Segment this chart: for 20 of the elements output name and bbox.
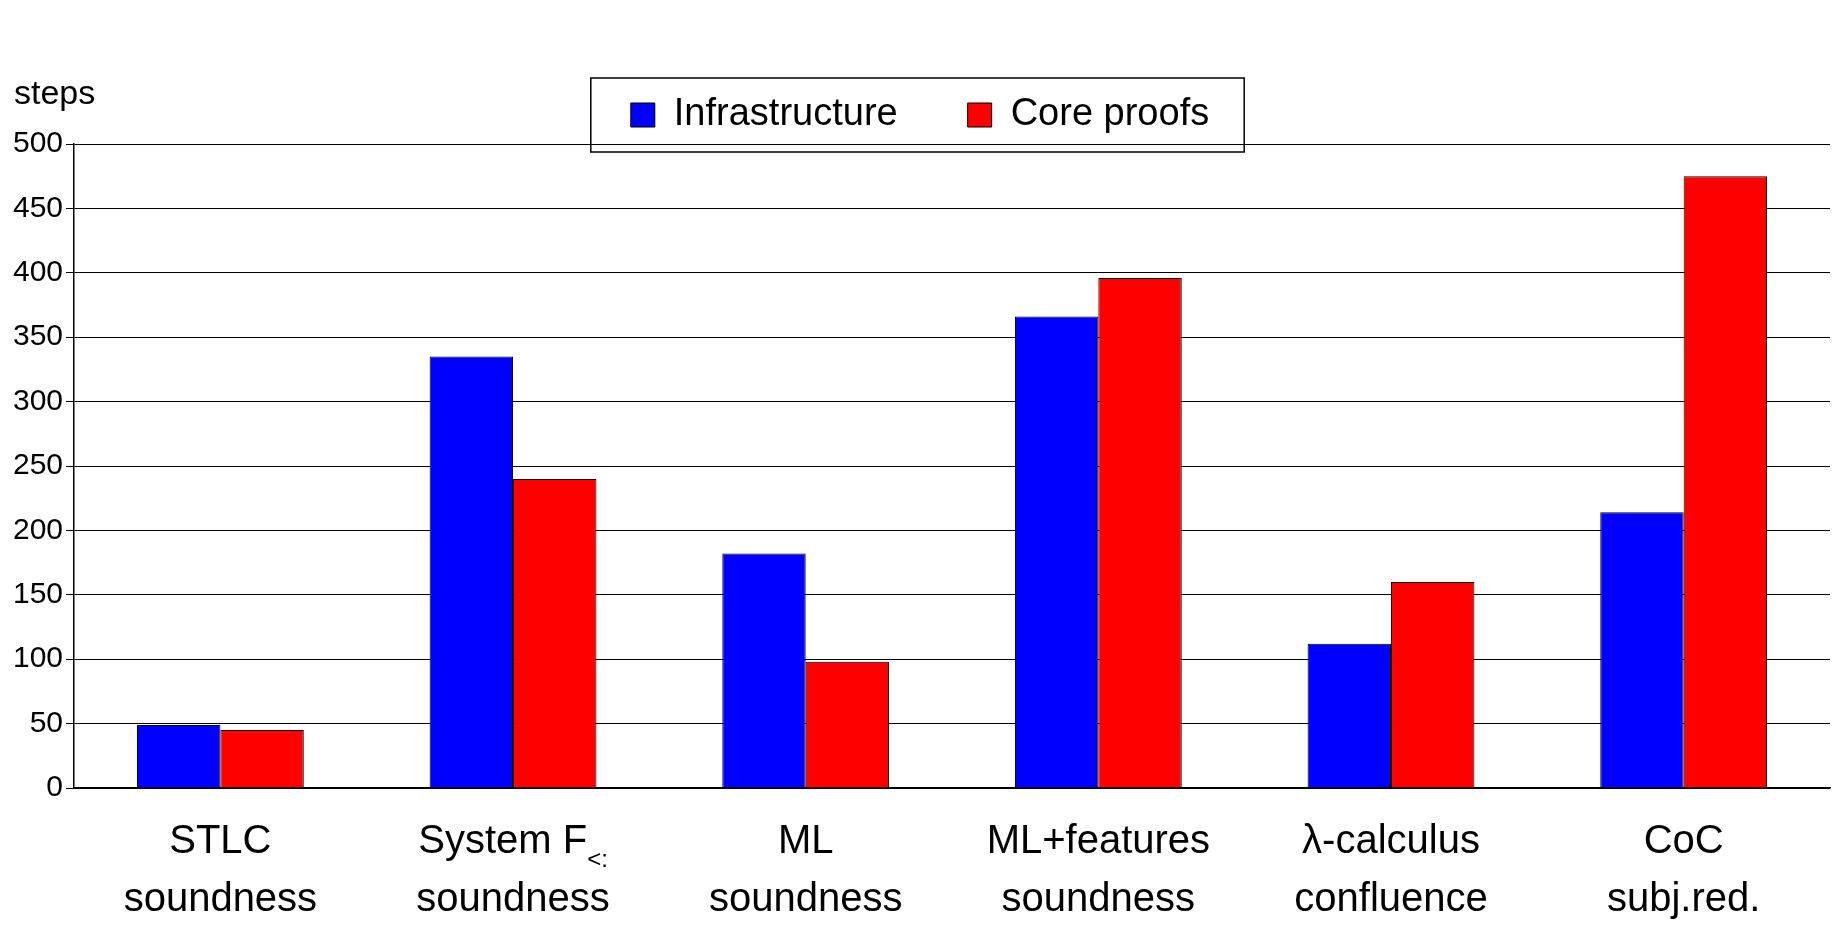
- y-tick-label: 300: [12, 382, 64, 416]
- y-tick-label: 450: [12, 189, 64, 223]
- y-tick-label: 50: [29, 704, 64, 738]
- x-tick-label: STLC soundness: [123, 817, 318, 919]
- y-tick-label: 400: [12, 254, 64, 288]
- x-tick-label: System F<: soundness: [416, 817, 610, 919]
- y-axis-title: steps: [14, 73, 96, 111]
- x-tick-label: ML+features soundness: [986, 817, 1211, 919]
- x-tick-label: λ-calculus confluence: [1294, 817, 1488, 919]
- x-tick-label: CoC subj.red.: [1606, 817, 1761, 919]
- y-tick-label: 0: [46, 769, 64, 803]
- y-tick-label: 150: [12, 576, 64, 610]
- y-tick-label: 250: [12, 447, 64, 481]
- y-tick-label: 350: [12, 318, 64, 352]
- legend-label: Infrastructure: [673, 91, 898, 134]
- y-tick-label: 500: [12, 125, 64, 159]
- legend-label: Core proofs: [1010, 91, 1210, 134]
- x-tick-label: ML soundness: [708, 817, 903, 919]
- y-tick-label: 200: [12, 511, 64, 545]
- y-tick-label: 100: [12, 640, 64, 674]
